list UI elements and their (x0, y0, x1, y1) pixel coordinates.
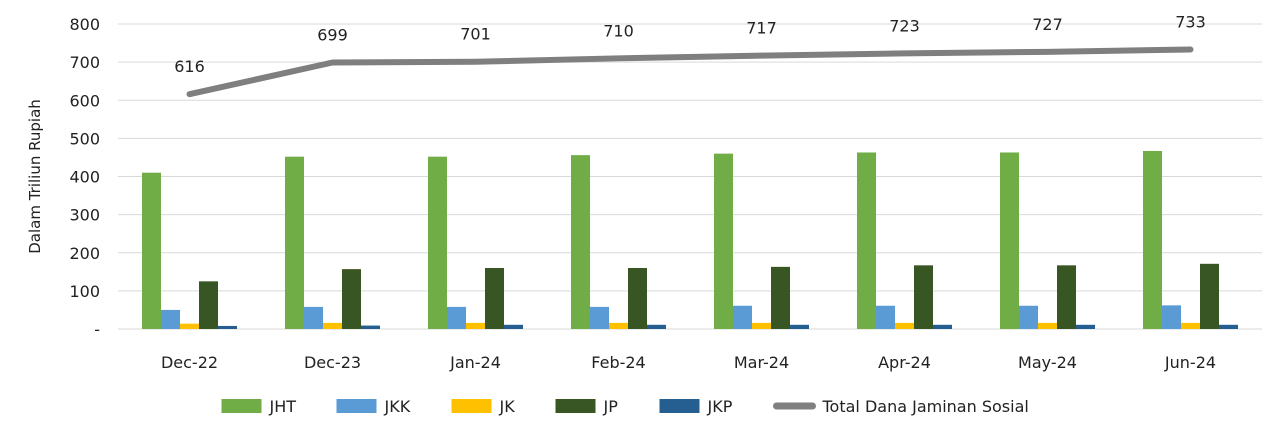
legend-label-total: Total Dana Jaminan Sosial (822, 397, 1029, 416)
bar-jp-mar-24 (771, 266, 790, 329)
data-label: 616 (174, 57, 205, 76)
legend-label-jht: JHT (269, 397, 297, 416)
data-label: 723 (889, 16, 920, 35)
bar-jkp-dec-22 (218, 325, 237, 329)
legend-swatch-jk (451, 399, 492, 413)
data-label: 727 (1032, 15, 1063, 34)
bar-jp-jun-24 (1200, 263, 1219, 329)
bar-jht-mar-24 (714, 153, 733, 329)
y-axis-title: Dalam Triliun Rupiah (26, 99, 44, 254)
x-tick-label: Mar-24 (734, 353, 789, 372)
bar-jk-may-24 (1038, 322, 1057, 329)
gridlines (118, 23, 1262, 330)
y-tick-label: 700 (69, 53, 100, 72)
bar-jkk-feb-24 (590, 306, 609, 329)
bar-jk-jun-24 (1181, 322, 1200, 329)
bar-jht-jun-24 (1143, 150, 1162, 329)
bar-jp-dec-23 (342, 269, 361, 329)
bar-jp-apr-24 (914, 265, 933, 329)
bar-jk-jan-24 (466, 322, 485, 329)
total-line (186, 46, 1194, 98)
bar-jkk-apr-24 (876, 305, 895, 329)
x-tick-label: Dec-23 (304, 353, 361, 372)
data-label: 710 (603, 21, 634, 40)
bar-jp-may-24 (1057, 265, 1076, 329)
bar-jkp-jan-24 (504, 324, 523, 329)
data-label: 699 (317, 26, 348, 45)
bar-jkp-dec-23 (361, 325, 380, 329)
legend-swatch-jht (221, 399, 262, 413)
data-label: 701 (460, 25, 491, 44)
bar-jk-mar-24 (752, 322, 771, 329)
bar-jkp-may-24 (1076, 324, 1095, 329)
bar-jkk-may-24 (1019, 305, 1038, 329)
bars (142, 150, 1238, 329)
legend-swatch-jp (555, 399, 596, 413)
bar-jp-jan-24 (485, 268, 504, 329)
y-tick-label: 600 (69, 91, 100, 110)
legend: JHT JKK JK JP JKP Total Dana Jaminan Sosial (221, 397, 1029, 416)
y-tick-label: 400 (69, 168, 100, 187)
bar-jkp-feb-24 (647, 324, 666, 329)
bar-jk-feb-24 (609, 322, 628, 329)
legend-swatch-jkk (336, 399, 377, 413)
bar-jkk-jan-24 (447, 306, 466, 329)
data-label: 733 (1175, 13, 1206, 32)
total-dana-line (186, 46, 1194, 98)
y-axis-ticks: - 100 200 300 400 500 600 700 800 (69, 15, 100, 339)
bar-jht-feb-24 (571, 155, 590, 329)
bar-jk-dec-22 (180, 323, 199, 329)
bar-jkp-mar-24 (790, 324, 809, 329)
bar-jkp-jun-24 (1219, 324, 1238, 329)
y-tick-label: - (94, 320, 100, 339)
y-tick-label: 300 (69, 206, 100, 225)
x-tick-label: Dec-22 (161, 353, 218, 372)
bar-jp-dec-22 (199, 281, 218, 329)
y-axis-title-group: Dalam Triliun Rupiah (26, 99, 44, 254)
legend-swatch-jkp (659, 399, 700, 413)
bar-jht-jan-24 (428, 156, 447, 329)
bar-jht-apr-24 (857, 152, 876, 329)
x-axis-ticks: Dec-22 Dec-23 Jan-24 Feb-24 Mar-24 Apr-24 May-… (161, 353, 1216, 372)
legend-label-jp: JP (603, 397, 619, 416)
x-tick-label: Jan-24 (449, 353, 501, 372)
x-tick-label: Feb-24 (591, 353, 645, 372)
y-tick-label: 800 (69, 15, 100, 34)
bar-jkk-dec-22 (161, 309, 180, 329)
bar-jk-dec-23 (323, 322, 342, 329)
x-tick-label: Apr-24 (878, 353, 931, 372)
line-data-labels: 616 699 701 710 717 723 727 733 (174, 13, 1206, 77)
bar-jkk-mar-24 (733, 305, 752, 329)
legend-label-jkp: JKP (707, 397, 733, 416)
bar-jkk-jun-24 (1162, 305, 1181, 329)
bar-jht-dec-23 (285, 156, 304, 329)
bar-jk-apr-24 (895, 322, 914, 329)
legend-label-jkk: JKK (384, 397, 411, 416)
bar-jkk-dec-23 (304, 306, 323, 329)
y-tick-label: 500 (69, 129, 100, 148)
y-tick-label: 200 (69, 244, 100, 263)
y-tick-label: 100 (69, 282, 100, 301)
bar-jht-may-24 (1000, 152, 1019, 329)
x-tick-label: Jun-24 (1164, 353, 1216, 372)
bar-jp-feb-24 (628, 268, 647, 329)
data-label: 717 (746, 19, 777, 38)
bar-jht-dec-22 (142, 172, 161, 329)
bar-jkp-apr-24 (933, 324, 952, 329)
x-tick-label: May-24 (1018, 353, 1077, 372)
legend-label-jk: JK (499, 397, 516, 416)
